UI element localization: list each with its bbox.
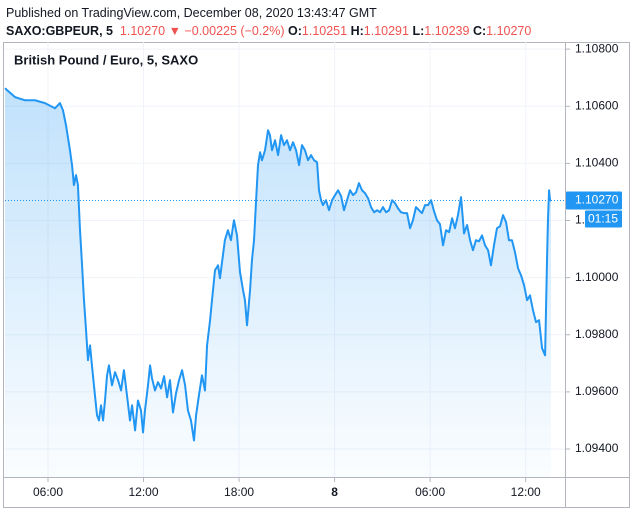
ohlc-label: H: xyxy=(350,24,364,38)
ohlc-value: 1.10251 xyxy=(301,24,348,38)
chart-title: British Pound / Euro, 5, SAXO xyxy=(14,52,198,67)
price-line xyxy=(4,87,552,442)
x-tick-label: 8 xyxy=(331,485,338,499)
ohlc-label: O: xyxy=(288,24,302,38)
symbol-line: SAXO:GBPEUR, 5 1.10270 ▼ −0.00225 (−0.2%… xyxy=(6,22,531,40)
frame xyxy=(3,42,630,508)
ohlc-label: C: xyxy=(472,24,487,38)
y-tick-label: 1.09400 xyxy=(575,441,619,455)
x-tick-label: 06:00 xyxy=(33,485,63,499)
x-tick-label: 18:00 xyxy=(224,485,254,499)
y-tick-label: 1.10400 xyxy=(575,156,619,170)
header: Published on TradingView.com, December 0… xyxy=(6,4,531,40)
change: −0.00225 (−0.2%) xyxy=(184,24,285,38)
ohlc-label: L: xyxy=(412,24,425,38)
y-tick-label: 1.09600 xyxy=(575,384,619,398)
y-tick-label: 1.09800 xyxy=(575,327,619,341)
y-tick-label: 1.10600 xyxy=(575,98,619,112)
price: 1.10270 xyxy=(119,24,166,38)
last-price-label: 1.10270 xyxy=(575,193,619,207)
y-tick-label: 1.10800 xyxy=(575,41,619,55)
x-tick-label: 12:00 xyxy=(129,485,159,499)
ohlc-value: 1.10291 xyxy=(363,24,409,38)
countdown-label: 01:15 xyxy=(588,212,618,226)
published-line: Published on TradingView.com, December 0… xyxy=(6,6,377,20)
countdown-box xyxy=(585,210,622,228)
symbol: SAXO:GBPEUR, 5 xyxy=(6,24,113,38)
ohlc-value: 1.10270 xyxy=(486,24,532,38)
x-tick-label: 06:00 xyxy=(415,485,445,499)
arrow: ▼ xyxy=(168,24,181,38)
x-tick-label: 12:00 xyxy=(511,485,541,499)
area-fill xyxy=(5,88,551,478)
y-tick-label: 1.10000 xyxy=(575,270,619,284)
last-price-box xyxy=(566,191,622,210)
ohlc-value: 1.10239 xyxy=(424,24,470,38)
